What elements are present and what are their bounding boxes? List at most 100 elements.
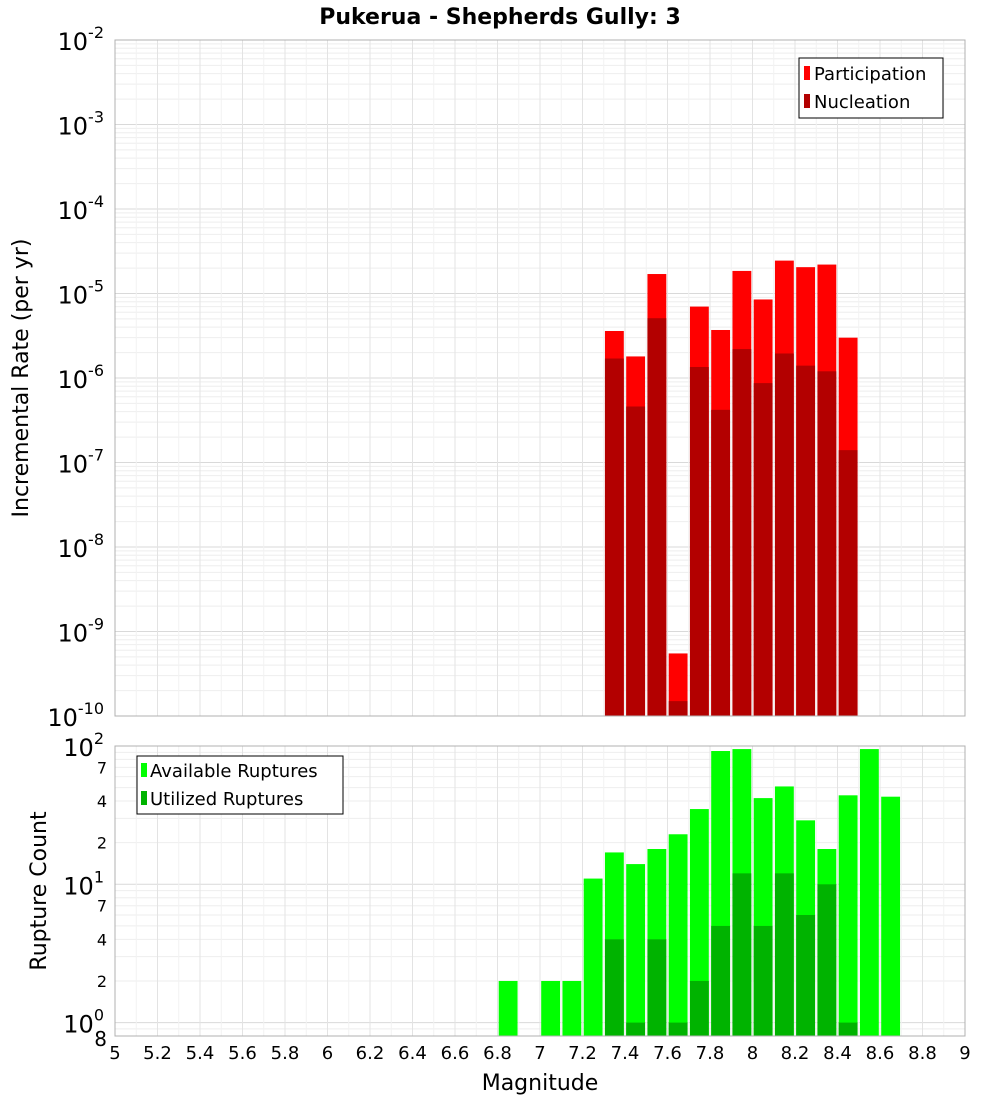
- count-y-minor-tick-label: 4: [97, 792, 107, 811]
- rate-y-tick-label: 10-9: [58, 615, 105, 648]
- x-tick-label: 5.6: [228, 1043, 257, 1064]
- rate-bars: [604, 260, 858, 716]
- rate-y-tick-labels: 10-2 10-3 10-4 10-5 10-6 10-7 10-8 10-9 10-10: [47, 23, 104, 732]
- count-y-minor-tick-label: 4: [97, 930, 107, 949]
- nucleation-legend-swatch: [804, 94, 810, 108]
- available-ruptures-bar: [838, 795, 858, 1036]
- nucleation-bar: [711, 409, 731, 716]
- rate-y-tick-label: 10-6: [58, 361, 105, 394]
- utilized-ruptures-bar: [753, 925, 773, 1036]
- x-tick-labels: 5 5.2 5.4 5.6 5.8 6 6.2 6.4 6.6 6.8 7 7.2 7.4 7.6 7.8 8…: [109, 1043, 970, 1064]
- x-tick-label: 6: [322, 1043, 333, 1064]
- count-y-minor-tick-label: 2: [97, 834, 107, 853]
- x-tick-label: 5: [109, 1043, 120, 1064]
- utilized-ruptures-bar: [604, 939, 624, 1036]
- x-tick-label: 5.8: [271, 1043, 300, 1064]
- x-tick-label: 8: [747, 1043, 758, 1064]
- available-ruptures-legend-swatch: [141, 763, 147, 777]
- rate-y-tick-label: 10-7: [58, 446, 105, 479]
- utilized-ruptures-bar: [732, 873, 752, 1036]
- x-tick-label: 8.2: [781, 1043, 810, 1064]
- nucleation-bar: [838, 450, 858, 716]
- utilized-ruptures-bar: [774, 873, 794, 1036]
- rate-panel: 10-2 10-3 10-4 10-5 10-6 10-7 10-8 10-9 10-10 In…: [9, 23, 966, 732]
- count-legend: Available Ruptures Utilized Ruptures: [136, 755, 344, 815]
- utilized-ruptures-bar: [647, 939, 667, 1036]
- available-ruptures-bar: [498, 980, 518, 1036]
- nucleation-bar: [604, 358, 624, 716]
- chart-title: Pukerua - Shepherds Gully: 3: [319, 5, 681, 30]
- available-ruptures-bar: [583, 878, 603, 1036]
- nucleation-bar: [774, 353, 794, 716]
- count-y-tick-label: 101: [63, 867, 104, 900]
- count-y-minor-tick-label: 7: [97, 897, 107, 916]
- rate-y-tick-label: 10-3: [58, 108, 105, 141]
- rate-legend: Participation Nucleation: [798, 57, 944, 119]
- utilized-ruptures-bar: [626, 1022, 646, 1036]
- utilized-ruptures-legend-label: Utilized Ruptures: [150, 789, 303, 810]
- rate-y-tick-label: 10-2: [58, 23, 105, 56]
- rate-y-tick-label: 10-4: [58, 192, 105, 225]
- available-ruptures-bar: [541, 980, 561, 1036]
- available-ruptures-bar: [859, 749, 879, 1036]
- available-ruptures-bar: [668, 834, 688, 1036]
- count-y-minor-tick-label: 2: [97, 972, 107, 991]
- nucleation-bar: [647, 318, 667, 716]
- available-ruptures-bar: [562, 980, 582, 1036]
- x-tick-label: 7: [534, 1043, 545, 1064]
- count-bars: [498, 749, 901, 1036]
- count-y-axis-label: Rupture Count: [27, 811, 52, 971]
- utilized-ruptures-legend-swatch: [141, 791, 147, 805]
- utilized-ruptures-bar: [711, 925, 731, 1036]
- count-y-minor-tick-label: 8: [94, 1027, 107, 1051]
- participation-legend-label: Participation: [814, 64, 926, 85]
- nucleation-legend-label: Nucleation: [814, 92, 910, 113]
- nucleation-bar: [689, 366, 709, 716]
- x-axis-label: Magnitude: [482, 1071, 599, 1096]
- nucleation-bar: [753, 383, 773, 716]
- x-tick-label: 7.8: [696, 1043, 725, 1064]
- rate-gridlines: [114, 39, 966, 717]
- x-tick-label: 5.2: [143, 1043, 172, 1064]
- utilized-ruptures-bar: [817, 884, 837, 1036]
- count-y-minor-tick-label: 7: [97, 758, 107, 777]
- rate-y-tick-label: 10-10: [47, 699, 104, 732]
- nucleation-bar: [796, 365, 816, 716]
- count-y-tick-label: 102: [63, 729, 104, 762]
- rate-y-tick-label: 10-5: [58, 277, 105, 310]
- x-tick-label: 6.8: [483, 1043, 512, 1064]
- count-plot-frame: [114, 745, 966, 1037]
- rate-plot-frame: [114, 39, 966, 717]
- utilized-ruptures-bar: [668, 1022, 688, 1036]
- available-ruptures-bar: [881, 796, 901, 1036]
- available-ruptures-bar: [689, 809, 709, 1036]
- x-tick-label: 6.6: [441, 1043, 470, 1064]
- x-tick-label: 6.2: [356, 1043, 385, 1064]
- rate-legend-box: [798, 57, 944, 119]
- x-tick-label: 6.4: [398, 1043, 427, 1064]
- nucleation-bar: [817, 371, 837, 716]
- count-legend-box: [136, 755, 344, 815]
- x-tick-label: 8.8: [908, 1043, 937, 1064]
- x-tick-label: 8.6: [866, 1043, 895, 1064]
- x-tick-label: 7.6: [653, 1043, 682, 1064]
- participation-bar: [668, 653, 688, 716]
- count-y-tick-label: 100: [63, 1006, 104, 1039]
- utilized-ruptures-bar: [796, 914, 816, 1036]
- available-ruptures-bar: [626, 864, 646, 1036]
- x-tick-label: 5.4: [186, 1043, 215, 1064]
- nucleation-bar: [732, 349, 752, 716]
- x-tick-label: 9: [959, 1043, 970, 1064]
- nucleation-bar: [626, 406, 646, 716]
- available-ruptures-legend-label: Available Ruptures: [150, 761, 318, 782]
- utilized-ruptures-bar: [838, 1022, 858, 1036]
- utilized-ruptures-bar: [689, 980, 709, 1036]
- x-tick-label: 7.2: [568, 1043, 597, 1064]
- participation-legend-swatch: [804, 66, 810, 80]
- rate-y-axis-label: Incremental Rate (per yr): [9, 239, 34, 518]
- nucleation-bar: [668, 701, 688, 716]
- x-tick-label: 7.4: [611, 1043, 640, 1064]
